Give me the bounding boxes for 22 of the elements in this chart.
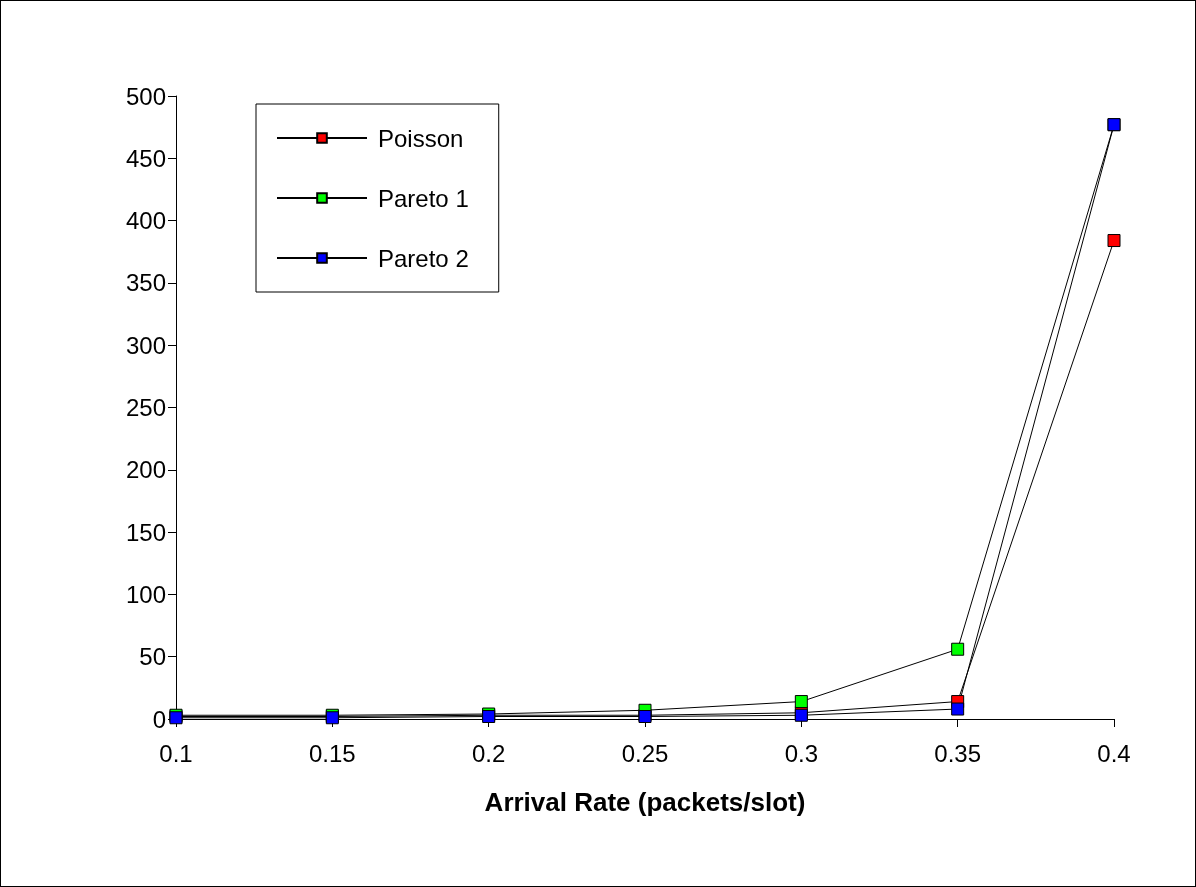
- x-tick-label: 0.3: [784, 739, 819, 767]
- y-tick-label: 100: [125, 580, 166, 608]
- legend-label: Poisson: [378, 124, 464, 152]
- x-tick-label: 0.25: [621, 739, 669, 767]
- x-axis-title: Arrival Rate (packets/slot): [484, 787, 806, 817]
- y-tick-label: 450: [125, 144, 166, 172]
- x-tick-label: 0.35: [934, 739, 982, 767]
- y-tick-label: 250: [125, 394, 166, 421]
- y-tick-label: 0: [152, 705, 166, 733]
- y-tick-label: 150: [125, 518, 166, 546]
- y-tick-label: 300: [125, 331, 166, 359]
- y-tick-label: 400: [125, 207, 166, 235]
- legend-label: Pareto 2: [378, 244, 469, 272]
- y-tick-label: 350: [125, 269, 166, 297]
- y-tick-label: 50: [139, 643, 166, 671]
- legend-label: Pareto 1: [378, 184, 469, 212]
- y-tick-label: 200: [125, 456, 166, 484]
- y-tick-label: 500: [125, 82, 166, 110]
- x-tick-label: 0.15: [308, 739, 356, 767]
- x-tick-label: 0.2: [471, 739, 506, 767]
- x-tick-label: 0.4: [1097, 739, 1131, 767]
- x-tick-label: 0.1: [159, 739, 193, 767]
